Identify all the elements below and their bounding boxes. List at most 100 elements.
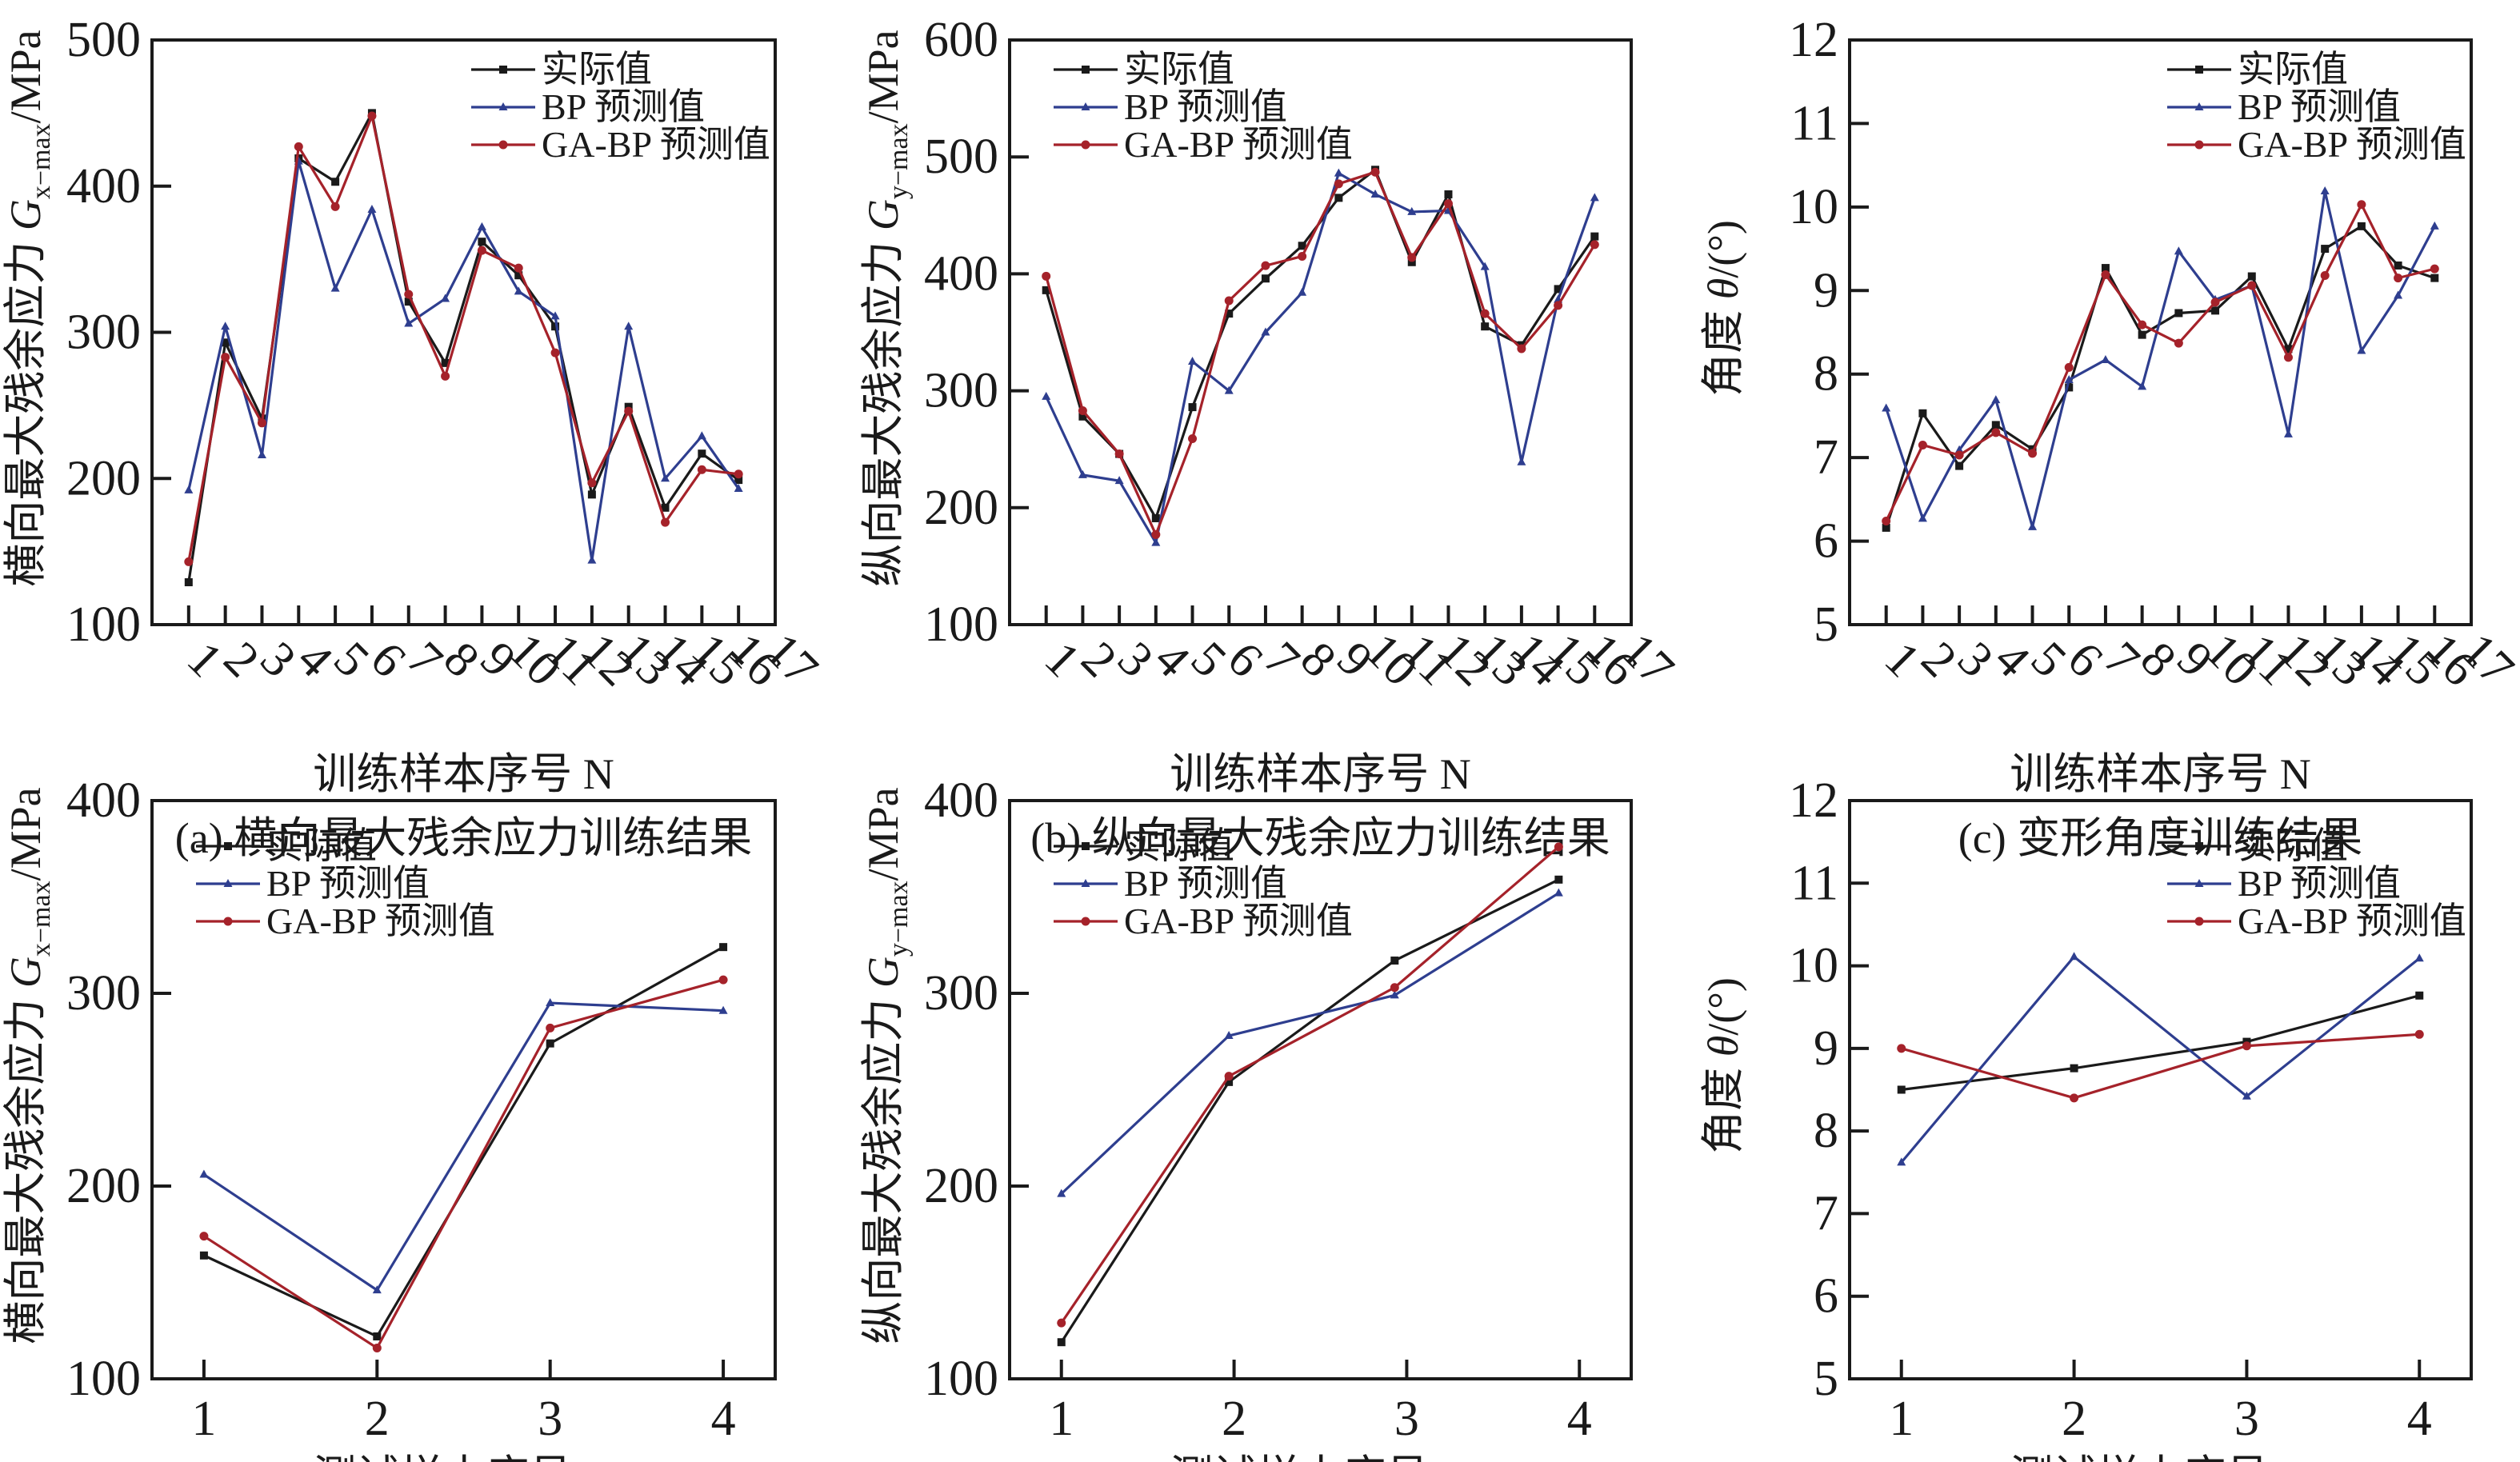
data-point-actual (661, 503, 670, 512)
y-axis-label-subscript: x−max (26, 123, 56, 199)
y-tick-label: 400 (66, 773, 141, 828)
data-point-bp (2064, 375, 2074, 384)
series-line-ga_bp (203, 978, 724, 1350)
legend-label: 实际值 (2238, 825, 2348, 866)
data-point-actual (221, 338, 230, 347)
data-point-ga_bp (2414, 1029, 2424, 1039)
data-point-ga_bp (1991, 428, 2001, 437)
series-actual (1897, 991, 2424, 1094)
legend-label: BP 预测值 (1124, 863, 1287, 904)
data-point-actual (373, 1332, 382, 1340)
y-tick-label: 5 (1814, 597, 1838, 652)
chart-panel-a: 1002003004005001234567891011121314151617… (2, 13, 828, 862)
legend-item-bp: BP 预测值 (1054, 863, 1287, 904)
legend-item-ga_bp: GA-BP 预测值 (196, 901, 495, 941)
legend-item-bp: BP 预测值 (1054, 86, 1287, 127)
legend-label: GA-BP 预测值 (1124, 901, 1353, 941)
data-point-actual (587, 490, 596, 499)
legend-item-actual: 实际值 (1054, 49, 1234, 90)
y-tick-label: 100 (66, 597, 141, 652)
data-point-ga_bp (1390, 983, 1399, 993)
x-axis-label: 测试样本序号 N (2010, 1452, 2311, 1462)
x-tick-label: 3 (1394, 1392, 1419, 1446)
y-axis-label: 角度 θ/(°) (1699, 220, 1747, 397)
data-point-bp (1298, 287, 1307, 296)
data-point-bp (1590, 193, 1599, 202)
data-point-ga_bp (1224, 296, 1234, 306)
series-actual (184, 109, 743, 587)
y-axis-label-subscript: x−max (26, 881, 56, 957)
legend-label: GA-BP 预测值 (266, 901, 495, 941)
x-tick-label: 4 (1567, 1392, 1592, 1446)
y-tick-label: 7 (1814, 1186, 1838, 1240)
data-point-actual (404, 298, 413, 306)
series-line-bp (1045, 172, 1596, 545)
y-tick-label: 6 (1814, 514, 1838, 569)
series-ga_bp (199, 975, 728, 1352)
y-axis-label: 横向最大残余应力 Gx−max/MPa (2, 787, 56, 1344)
data-point-bp (1078, 469, 1087, 478)
data-point-actual (2415, 991, 2424, 1000)
data-point-bp (1057, 1188, 1066, 1197)
data-point-bp (1370, 189, 1380, 198)
y-tick-label: 5 (1814, 1352, 1838, 1406)
y-tick-label: 100 (924, 1352, 998, 1406)
legend-marker-triangle (1081, 102, 1090, 110)
data-point-bp (624, 322, 634, 330)
legend-marker-circle (498, 140, 508, 150)
x-tick-label: 4 (711, 1392, 736, 1446)
panel-caption: (c) 变形角度训练结果 (1958, 814, 2362, 862)
series-line-ga_bp (1045, 170, 1596, 537)
data-point-actual (2321, 245, 2330, 254)
legend-item-ga_bp: GA-BP 预测值 (1054, 901, 1353, 941)
y-tick-label: 100 (924, 597, 998, 652)
data-point-bp (441, 294, 450, 302)
series-line-bp (1900, 955, 2421, 1164)
panel-caption: (b) 纵向最大残余应力训练结果 (1030, 814, 1610, 862)
data-point-ga_bp (1057, 1318, 1066, 1328)
data-point-actual (1078, 412, 1087, 421)
legend-marker-circle (1081, 140, 1090, 150)
data-point-bp (257, 450, 266, 459)
data-point-ga_bp (2101, 270, 2110, 279)
x-axis-label: 训练样本序号 N (313, 750, 614, 798)
plot-frame (1848, 38, 2473, 626)
x-tick-label: 2 (1222, 1392, 1246, 1446)
data-point-actual (551, 322, 560, 331)
data-point-actual (1882, 523, 1890, 532)
y-tick-label: 11 (1790, 856, 1838, 910)
data-point-bp (367, 204, 377, 213)
data-point-ga_bp (1918, 440, 1927, 449)
legend-label: BP 预测值 (266, 863, 430, 904)
x-tick-label: 1 (191, 1392, 216, 1446)
series-bp (1897, 952, 2424, 1166)
data-point-ga_bp (1370, 167, 1380, 177)
y-axis-label-main: 纵向最大残余应力 (859, 230, 907, 587)
data-point-bp (697, 431, 706, 440)
data-point-ga_bp (718, 975, 728, 985)
data-point-bp (2283, 429, 2293, 437)
series-ga_bp (1042, 167, 1599, 539)
data-point-ga_bp (1224, 1072, 1234, 1081)
data-point-ga_bp (294, 142, 303, 151)
data-point-ga_bp (1078, 405, 1087, 415)
data-point-bp (1554, 888, 1563, 897)
data-point-bp (1042, 391, 1051, 400)
y-tick-label: 200 (924, 481, 998, 535)
data-point-ga_bp (477, 246, 486, 255)
data-point-ga_bp (2070, 1093, 2079, 1103)
data-point-actual (514, 271, 523, 280)
data-point-ga_bp (514, 263, 523, 273)
series-line-bp (1885, 190, 2436, 529)
data-point-bp (514, 286, 523, 295)
y-tick-label: 600 (924, 13, 998, 67)
y-tick-label: 10 (1789, 939, 1838, 993)
y-axis-label: 横向最大残余应力 Gx−max/MPa (2, 30, 56, 586)
y-tick-label: 100 (66, 1352, 141, 1406)
data-point-bp (1224, 1031, 1234, 1040)
data-point-ga_bp (2064, 362, 2074, 372)
data-point-actual (1390, 957, 1399, 965)
data-point-ga_bp (1554, 301, 1563, 310)
x-axis-label: 训练样本序号 N (2010, 750, 2311, 798)
